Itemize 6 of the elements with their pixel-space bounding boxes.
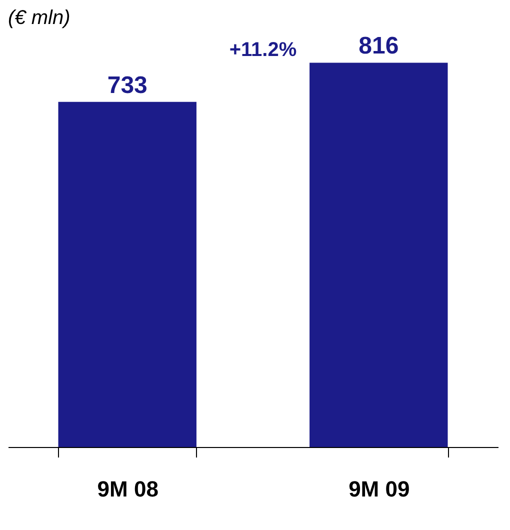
text: +11.2%	[229, 39, 297, 61]
chart-title: (€ mln)	[8, 7, 70, 29]
data-label: 816	[358, 32, 399, 60]
x-tick-label: 9M 08	[97, 476, 158, 502]
x-tick-label: 9M 09	[348, 476, 410, 502]
data-label: 733	[107, 72, 148, 99]
